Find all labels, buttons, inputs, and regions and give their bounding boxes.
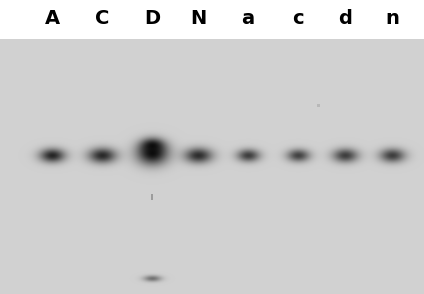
Text: d: d bbox=[338, 9, 352, 28]
Text: a: a bbox=[241, 9, 254, 28]
Text: n: n bbox=[385, 9, 399, 28]
Text: c: c bbox=[292, 9, 304, 28]
Text: A: A bbox=[45, 9, 59, 28]
Text: C: C bbox=[95, 9, 109, 28]
Text: D: D bbox=[144, 9, 160, 28]
Text: N: N bbox=[190, 9, 206, 28]
